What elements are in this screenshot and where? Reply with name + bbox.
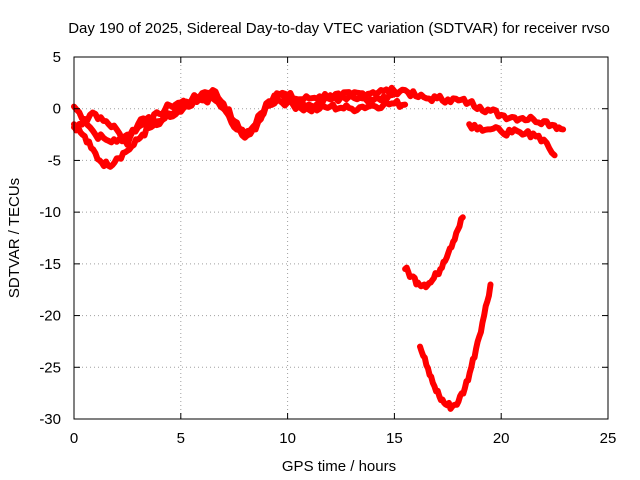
x-tick-label: 0 <box>70 430 78 447</box>
y-tick-label: -25 <box>39 359 61 376</box>
series-layer <box>71 84 567 412</box>
series-line-track-f <box>417 281 494 412</box>
x-tick-label: 5 <box>177 430 185 447</box>
y-tick-label: 0 <box>53 101 61 118</box>
tick-layer: 0 5 10 15 20 25 -30 -25 -20 -15 -10 -5 0 5 <box>39 49 616 447</box>
series-line-track-a <box>71 84 567 146</box>
plot-frame <box>73 56 609 420</box>
y-axis-label: SDTVAR / TECUs <box>6 178 23 298</box>
x-tick-label: 10 <box>279 430 296 447</box>
series-line-track-c <box>71 89 398 148</box>
y-tick-label: -10 <box>39 204 61 221</box>
x-tick-label: 25 <box>600 430 617 447</box>
y-tick-label: -5 <box>48 152 61 169</box>
x-tick-label: 20 <box>493 430 510 447</box>
series-line-track-d <box>466 121 558 159</box>
series-line-track-e <box>402 214 466 291</box>
y-tick-label: -15 <box>39 256 61 273</box>
x-axis-label: GPS time / hours <box>282 458 396 475</box>
x-tick-label: 15 <box>386 430 403 447</box>
y-tick-label: 5 <box>53 49 61 66</box>
y-tick-label: -20 <box>39 308 61 325</box>
y-tick-label: -30 <box>39 411 61 428</box>
chart-title: Day 190 of 2025, Sidereal Day-to-day VTE… <box>68 20 610 37</box>
